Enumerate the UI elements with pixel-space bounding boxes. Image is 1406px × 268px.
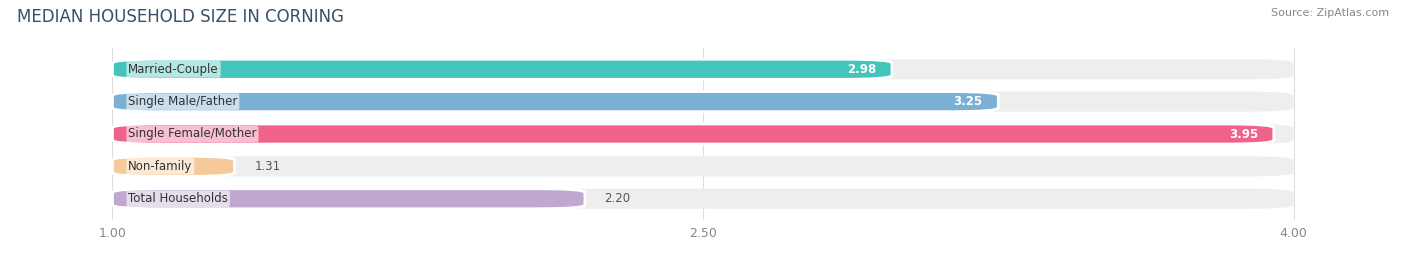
Text: 3.25: 3.25 [953,95,983,108]
FancyBboxPatch shape [112,189,1294,209]
Text: 1.31: 1.31 [254,160,280,173]
Text: Single Female/Mother: Single Female/Mother [128,128,257,140]
FancyBboxPatch shape [112,189,585,209]
Text: Total Households: Total Households [128,192,228,205]
Text: MEDIAN HOUSEHOLD SIZE IN CORNING: MEDIAN HOUSEHOLD SIZE IN CORNING [17,8,344,26]
Text: Source: ZipAtlas.com: Source: ZipAtlas.com [1271,8,1389,18]
FancyBboxPatch shape [112,59,1294,79]
FancyBboxPatch shape [112,124,1294,144]
FancyBboxPatch shape [112,92,998,112]
Text: Non-family: Non-family [128,160,193,173]
FancyBboxPatch shape [112,59,891,79]
FancyBboxPatch shape [112,156,1294,176]
Text: 2.98: 2.98 [846,63,876,76]
Text: Married-Couple: Married-Couple [128,63,219,76]
FancyBboxPatch shape [112,156,235,176]
FancyBboxPatch shape [112,92,1294,112]
Text: Single Male/Father: Single Male/Father [128,95,238,108]
Text: 3.95: 3.95 [1229,128,1258,140]
FancyBboxPatch shape [112,124,1274,144]
Text: 2.20: 2.20 [605,192,631,205]
